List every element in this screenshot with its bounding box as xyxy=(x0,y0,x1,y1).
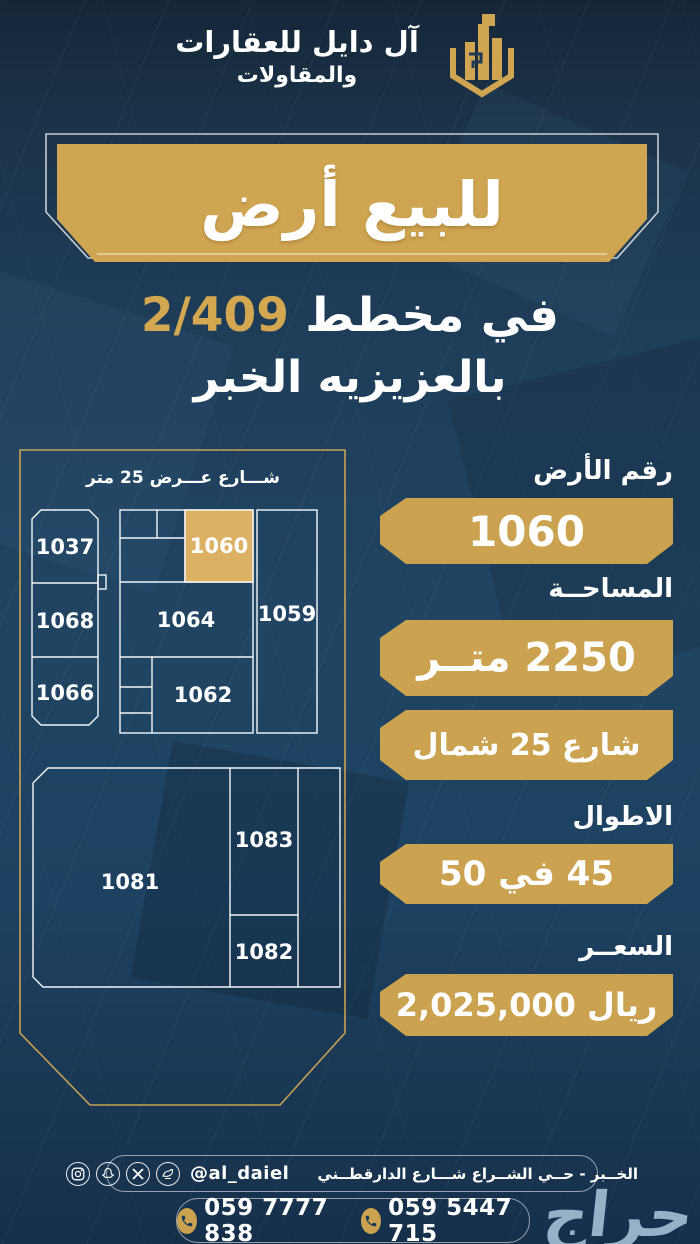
plot-1066: 1066 xyxy=(36,681,94,705)
location-subtitle: بالعزيزيه الخبر xyxy=(193,352,507,403)
plot-1062: 1062 xyxy=(174,683,232,707)
main-title: للبيع أرض xyxy=(200,167,504,241)
building-logo-icon xyxy=(449,14,514,98)
price-badge: 2,025,000 ريال xyxy=(380,974,673,1036)
x-icon[interactable] xyxy=(125,1161,150,1186)
brand-name-line1: آل دايل للعقارات xyxy=(175,24,419,59)
lengths-label: الاطوال xyxy=(572,802,673,832)
phone-number-2: 059 5447 715 xyxy=(388,1194,513,1244)
haraj-bird-icon[interactable] xyxy=(155,1161,180,1186)
land-number-badge: 1060 xyxy=(380,498,673,564)
highlighted-plot-cell xyxy=(184,509,254,583)
area-badge: 2250 متــر xyxy=(380,620,673,696)
social-handle[interactable]: @al_daiel xyxy=(189,1163,290,1184)
map-frame xyxy=(19,449,346,1106)
phone-icon xyxy=(177,1207,198,1234)
title-ribbon xyxy=(45,133,659,262)
street-facing-badge: شارع 25 شمال xyxy=(380,710,673,780)
address-text: الخــبر - حــي الشــراع شـــارع الدارقطـ… xyxy=(317,1164,639,1183)
plan-prefix: في مخطط xyxy=(305,288,560,343)
brand-name: آل دايل للعقارات والمقاولات xyxy=(175,25,419,88)
plot-1064: 1064 xyxy=(157,608,215,632)
haraj-watermark: حراج xyxy=(540,1178,698,1244)
phone-number-1: 059 7777 838 xyxy=(204,1194,329,1244)
plot-1060: 1060 xyxy=(190,534,248,558)
plot-1068: 1068 xyxy=(36,609,94,633)
land-number-label: رقم الأرض xyxy=(533,456,673,486)
brand-name-line2: والمقاولات xyxy=(236,62,358,88)
plot-1037: 1037 xyxy=(36,535,94,559)
plot-1059-cell xyxy=(256,509,318,734)
plan-subtitle: في مخطط 2/409 xyxy=(0,288,700,343)
price-label: السعــر xyxy=(579,932,673,962)
phone-bar: 059 7777 838 059 5447 715 xyxy=(176,1195,530,1244)
lengths-badge: 45 في 50 xyxy=(380,844,673,904)
plot-1083: 1083 xyxy=(235,828,293,852)
phone-entry-1[interactable]: 059 7777 838 xyxy=(177,1195,345,1244)
instagram-icon[interactable] xyxy=(65,1161,90,1186)
contact-bar: @al_daiel الخــبر - حــي الشــراع شـــار… xyxy=(65,1155,638,1192)
street-label: شـــارع عـــرض 25 متر xyxy=(85,468,280,488)
phone-icon xyxy=(361,1207,382,1234)
plot-1059: 1059 xyxy=(258,602,316,626)
plot-1081: 1081 xyxy=(101,870,159,894)
plan-number: 2/409 xyxy=(140,288,289,343)
snapchat-icon[interactable] xyxy=(95,1161,120,1186)
lower-plot-block xyxy=(32,767,341,988)
phone-entry-2[interactable]: 059 5447 715 xyxy=(361,1195,529,1244)
left-plot-column xyxy=(31,509,107,726)
plot-1082: 1082 xyxy=(235,940,293,964)
plot-map: شـــارع عـــرض 25 متر 1037 1068 1066 106… xyxy=(19,449,346,1106)
area-label: المساحــة xyxy=(548,574,673,604)
social-icons xyxy=(65,1161,180,1186)
header-logo: آل دايل للعقارات والمقاولات xyxy=(0,10,700,102)
